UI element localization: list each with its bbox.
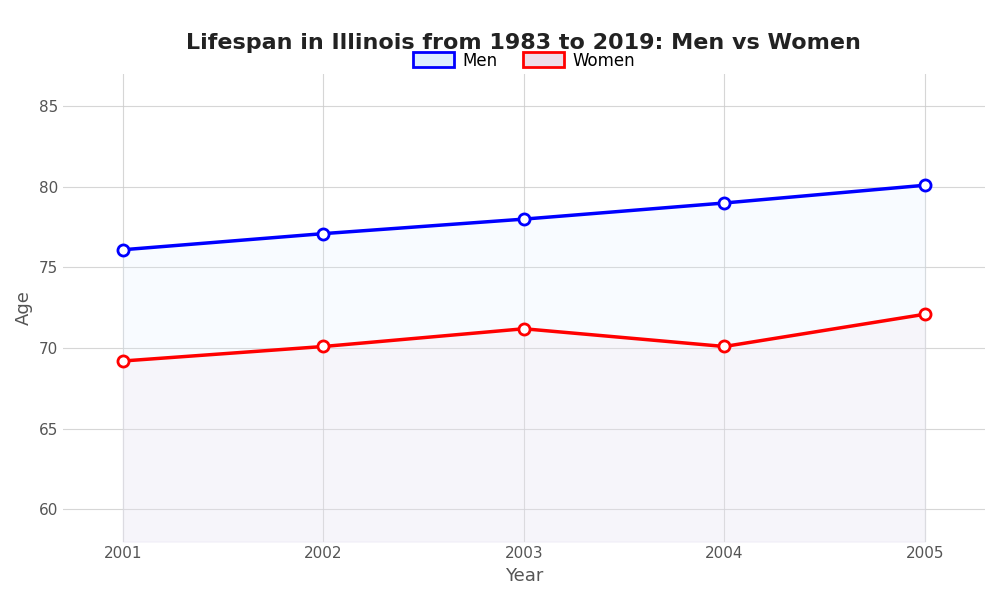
Legend: Men, Women: Men, Women xyxy=(406,45,642,76)
Y-axis label: Age: Age xyxy=(15,290,33,325)
Title: Lifespan in Illinois from 1983 to 2019: Men vs Women: Lifespan in Illinois from 1983 to 2019: … xyxy=(186,33,861,53)
X-axis label: Year: Year xyxy=(505,567,543,585)
